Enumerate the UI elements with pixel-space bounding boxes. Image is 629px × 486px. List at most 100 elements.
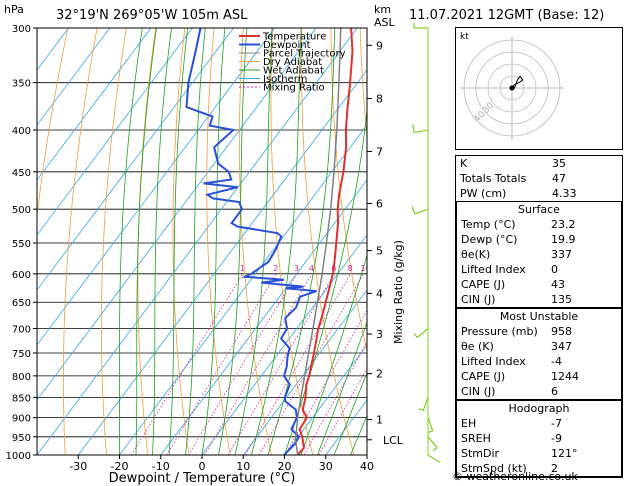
row-label: Totals Totals: [460, 172, 527, 185]
pressure-tick-label: 650: [12, 298, 31, 309]
dry-adiabat-line: [63, 28, 98, 455]
hodograph-trace: [511, 75, 524, 90]
isotherm-line: [37, 28, 358, 455]
table-row: EH -7: [457, 416, 621, 431]
surface-section: Surface Temp (°C) 23.2 Dewp (°C) 19.9 θe(K) 3…: [456, 201, 622, 308]
isotherm-line: [37, 28, 276, 346]
units-label: hPa: [4, 3, 24, 16]
row-label: Lifted Index: [461, 355, 526, 368]
most-unstable-section: Most Unstable Pressure (mb) 958 θe (K) 347 L…: [456, 308, 622, 400]
hodograph-rows: EH -7 SREH -9 StmDir 121° StmSpd (kt) 2: [457, 416, 621, 476]
row-label: CAPE (J): [461, 370, 506, 383]
dry-adiabat-line: [37, 28, 69, 220]
table-row: CAPE (J) 43: [457, 277, 621, 292]
row-value: 23.2: [551, 218, 576, 231]
km-tick-label: 8: [376, 93, 383, 106]
wet-adiabat-line: [267, 28, 336, 455]
row-value: 47: [552, 172, 566, 185]
wet-adiabat-line: [168, 28, 188, 455]
row-label: StmSpd (kt): [461, 462, 527, 475]
mixing-ratio-label: 1: [240, 264, 245, 273]
dry-adiabat-line: [101, 28, 127, 455]
km-tick-label: LCL: [383, 434, 404, 447]
row-value: 347: [551, 340, 572, 353]
wind-barb: [422, 397, 429, 411]
wind-barb-flag: [418, 408, 424, 412]
credit-text: © weatheronline.co.uk: [452, 470, 578, 483]
mixing-ratio-line: [227, 273, 335, 455]
row-label: Lifted Index: [461, 263, 526, 276]
isotherm-line: [37, 28, 69, 71]
dry-adiabat-line: [172, 28, 190, 455]
wet-adiabat-line: [119, 28, 143, 455]
km-tick-label: 2: [376, 368, 383, 381]
row-label: Dewp (°C): [461, 233, 518, 246]
temperature-tick-label: -10: [152, 460, 170, 473]
indices-rows: K 35 Totals Totals 47 PW (cm) 4.33: [456, 156, 622, 201]
mixing-ratio-label: 10: [361, 264, 371, 273]
pressure-tick-label: 700: [12, 325, 31, 336]
table-row: Totals Totals 47: [456, 171, 622, 186]
wet-adiabat-line: [251, 28, 302, 455]
pressure-tick-label: 900: [12, 414, 31, 425]
km-label: km: [374, 3, 391, 16]
location-title: 32°19'N 269°05'W 105m ASL: [56, 8, 248, 23]
mixing-ratio-line: [188, 273, 298, 455]
grid-lines: 1 2 3 4 6 8 10 1 5 2 0 25: [37, 28, 427, 455]
mixing-ratio-label: 2: [273, 264, 278, 273]
pressure-tick-label: 500: [12, 205, 31, 216]
isotherm-line: [37, 28, 111, 126]
pressure-tick-label: 450: [12, 168, 31, 179]
table-row: K 35: [456, 156, 622, 171]
table-row: Lifted Index -4: [457, 354, 621, 369]
row-label: CIN (J): [461, 293, 496, 306]
wind-barb-flag: [427, 430, 433, 434]
indices-panel: K 35 Totals Totals 47 PW (cm) 4.33 Surface Te…: [455, 155, 623, 478]
legend-label: Wet Adiabat: [263, 66, 324, 77]
table-row: θe(K) 337: [457, 247, 621, 262]
isotherm-line: [77, 69, 367, 455]
temperature-tick-label: 10: [236, 460, 250, 473]
row-value: 43: [551, 278, 565, 291]
km-tick-label: 5: [376, 245, 383, 258]
row-value: -7: [551, 417, 562, 430]
row-label: EH: [461, 417, 477, 430]
row-value: -9: [551, 432, 562, 445]
mixing-ratio-label: 3: [294, 264, 299, 273]
surface-rows: Temp (°C) 23.2 Dewp (°C) 19.9 θe(K) 337 Lifted…: [457, 217, 621, 307]
isotherm-line: [284, 344, 367, 455]
table-row: CAPE (J) 1244: [457, 369, 621, 384]
datetime-title: 11.07.2021 12GMT (Base: 12): [409, 8, 604, 23]
km-tick-label: 3: [376, 328, 383, 341]
wet-adiabat-line: [317, 321, 367, 455]
row-value: 35: [552, 157, 566, 170]
isotherm-line: [37, 28, 193, 236]
isotherm-line: [37, 28, 152, 181]
mixing-ratio-line: [130, 273, 244, 455]
mixing-ratio-label: 25: [417, 264, 427, 273]
legend-label: Dewpoint: [263, 40, 311, 51]
wind-barb: [427, 436, 438, 448]
mixing-ratio-line: [204, 273, 313, 455]
row-value: 958: [551, 325, 572, 338]
hodograph-table-title: Hodograph: [508, 402, 570, 415]
hodograph-section: Hodograph EH -7 SREH -9 StmDir 121° StmSpd (kt…: [456, 400, 622, 477]
row-label: Temp (°C): [461, 218, 516, 231]
dry-adiabat-line: [137, 28, 156, 455]
km-tick-label: 6: [376, 197, 383, 210]
asl-label: ASL: [374, 16, 396, 29]
pressure-tick-label: 800: [12, 372, 31, 383]
legend-label: Dry Adiabat: [263, 57, 322, 68]
temperature-tick-label: -20: [111, 460, 129, 473]
table-row: θe (K) 347: [457, 339, 621, 354]
wind-barb-flag: [432, 447, 438, 452]
most-unstable-rows: Pressure (mb) 958 θe (K) 347 Lifted Index -4 C…: [457, 324, 621, 399]
hodograph-panel: kt 40 30: [455, 27, 623, 150]
parcel-trajectory-line: [294, 28, 342, 455]
pressure-tick-label: 550: [12, 239, 31, 250]
row-value: 6: [551, 385, 558, 398]
table-row: SREH -9: [457, 431, 621, 446]
most-unstable-title: Most Unstable: [499, 310, 579, 323]
row-value: 0: [551, 263, 558, 276]
